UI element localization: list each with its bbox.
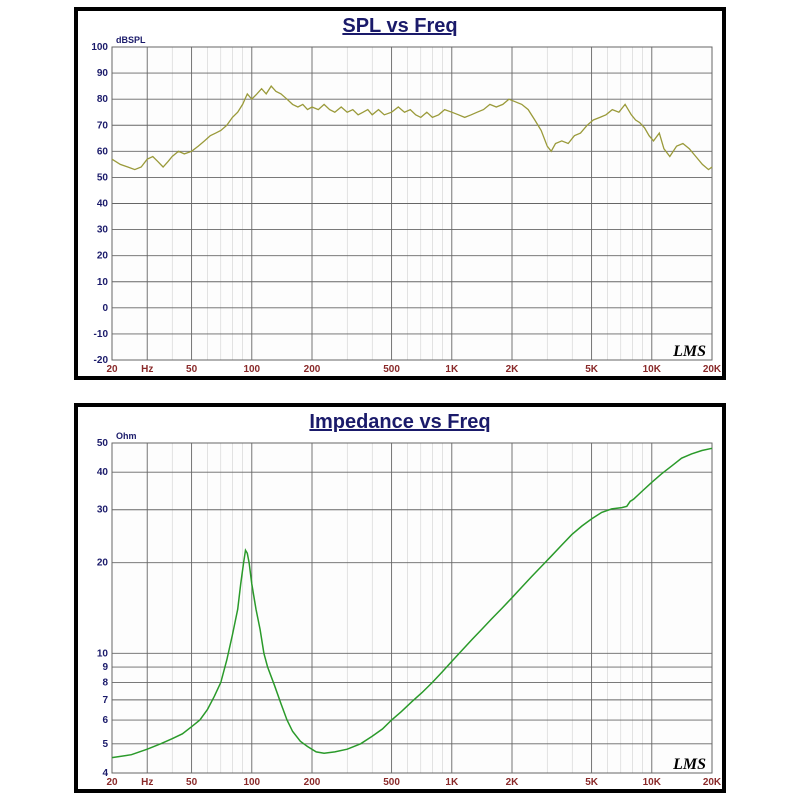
svg-text:50: 50 xyxy=(186,364,198,375)
svg-text:5K: 5K xyxy=(585,777,599,788)
svg-text:7: 7 xyxy=(102,695,108,706)
svg-text:Hz: Hz xyxy=(141,364,153,375)
svg-text:dBSPL: dBSPL xyxy=(116,35,146,45)
svg-text:50: 50 xyxy=(97,172,109,183)
svg-text:6: 6 xyxy=(102,715,108,726)
svg-text:20: 20 xyxy=(97,558,109,569)
svg-text:200: 200 xyxy=(304,364,321,375)
svg-text:30: 30 xyxy=(97,225,109,236)
spl-chart: -20-10010203040506070809010020Hz50100200… xyxy=(78,11,722,376)
svg-text:Ohm: Ohm xyxy=(116,431,137,441)
svg-text:0: 0 xyxy=(102,303,108,314)
svg-text:10: 10 xyxy=(97,648,109,659)
svg-text:Hz: Hz xyxy=(141,777,153,788)
svg-text:8: 8 xyxy=(102,677,108,688)
svg-text:20K: 20K xyxy=(703,364,722,375)
svg-text:80: 80 xyxy=(97,94,109,105)
svg-text:70: 70 xyxy=(97,120,109,131)
svg-text:500: 500 xyxy=(383,364,400,375)
svg-text:10K: 10K xyxy=(643,364,662,375)
svg-text:LMS: LMS xyxy=(672,756,706,773)
svg-text:10K: 10K xyxy=(643,777,662,788)
impedance-chart: 456789102030405020Hz501002005001K2K5K10K… xyxy=(78,407,722,789)
svg-text:90: 90 xyxy=(97,68,109,79)
svg-text:2K: 2K xyxy=(506,364,520,375)
svg-text:-10: -10 xyxy=(94,329,109,340)
svg-text:10: 10 xyxy=(97,277,109,288)
svg-text:60: 60 xyxy=(97,146,109,157)
svg-text:LMS: LMS xyxy=(672,343,706,360)
svg-text:20: 20 xyxy=(106,364,118,375)
svg-text:40: 40 xyxy=(97,467,109,478)
svg-text:100: 100 xyxy=(243,364,260,375)
impedance-panel: Impedance vs Freq 456789102030405020Hz50… xyxy=(74,403,726,793)
spl-panel: SPL vs Freq -20-100102030405060708090100… xyxy=(74,7,726,380)
svg-text:100: 100 xyxy=(91,42,108,53)
svg-text:1K: 1K xyxy=(445,364,459,375)
svg-text:5K: 5K xyxy=(585,364,599,375)
svg-text:200: 200 xyxy=(304,777,321,788)
svg-text:50: 50 xyxy=(97,438,109,449)
svg-text:5: 5 xyxy=(102,739,108,750)
svg-text:1K: 1K xyxy=(445,777,459,788)
svg-text:50: 50 xyxy=(186,777,198,788)
svg-text:9: 9 xyxy=(102,662,108,673)
svg-text:20K: 20K xyxy=(703,777,722,788)
svg-text:100: 100 xyxy=(243,777,260,788)
svg-text:20: 20 xyxy=(106,777,118,788)
svg-text:30: 30 xyxy=(97,505,109,516)
svg-text:20: 20 xyxy=(97,251,109,262)
svg-text:500: 500 xyxy=(383,777,400,788)
svg-text:2K: 2K xyxy=(506,777,520,788)
svg-text:40: 40 xyxy=(97,199,109,210)
